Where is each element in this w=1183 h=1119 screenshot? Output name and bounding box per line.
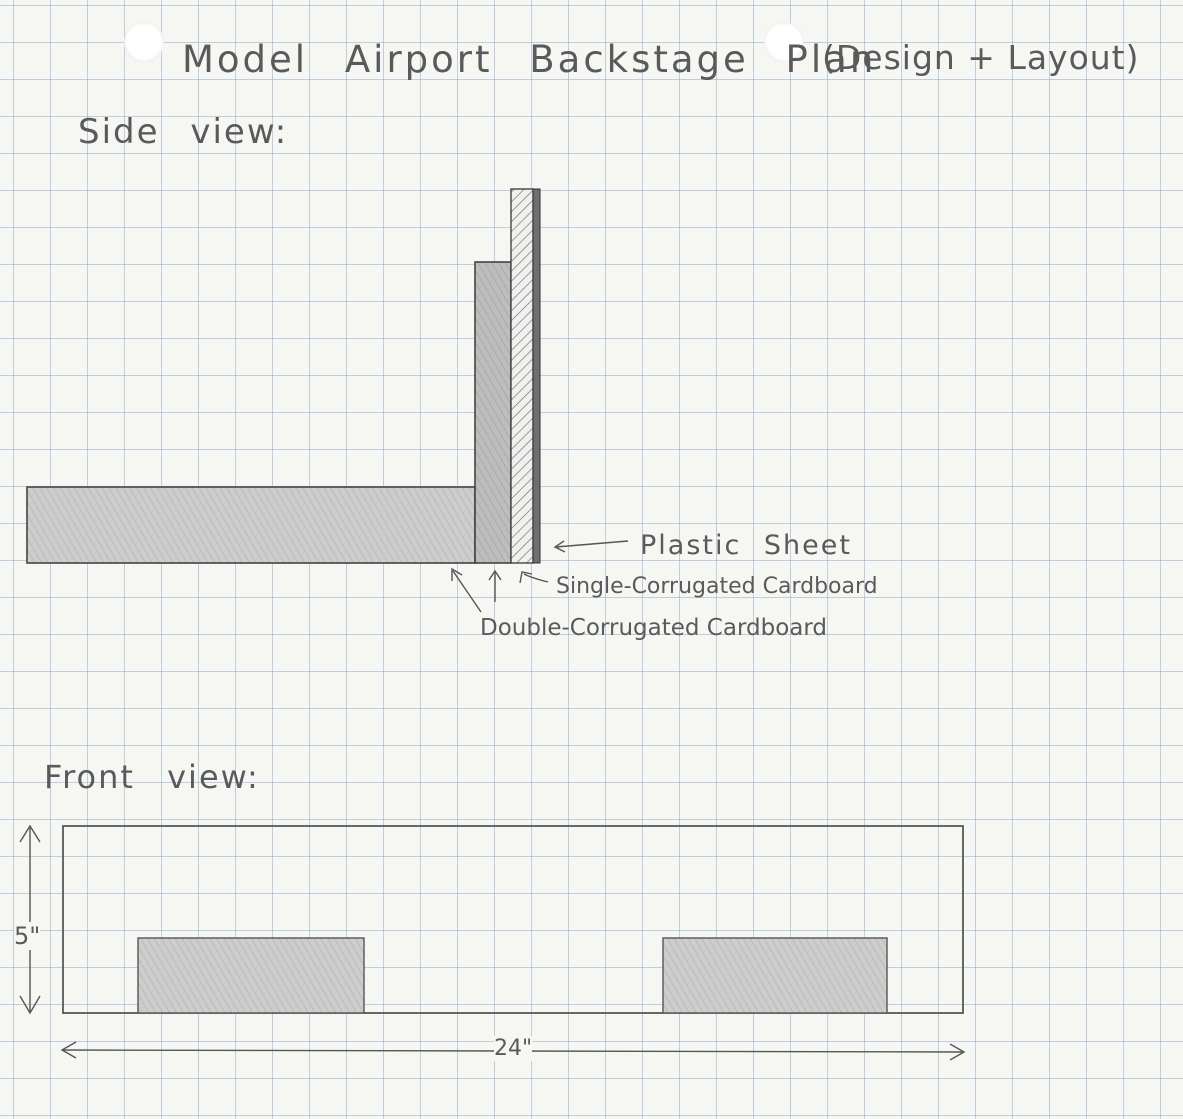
plastic-sheet-label: Plastic Sheet — [640, 530, 852, 561]
front-view-heading: Front view: — [44, 758, 260, 796]
single-arrow — [523, 573, 549, 583]
binder-hole-left-icon — [124, 22, 164, 62]
binder-hole-right-icon — [764, 22, 804, 62]
side-view-heading: Side view: — [78, 112, 289, 152]
plastic-arrow — [555, 540, 629, 548]
plastic-sheet-layer — [532, 188, 541, 564]
page-subtitle: (Design + Layout) — [822, 38, 1140, 77]
base-cardboard-slab — [26, 486, 476, 564]
double-arrow-left — [452, 570, 482, 613]
front-frame — [62, 825, 964, 1014]
page-title: Model Airport Backstage Plan — [182, 38, 877, 81]
single-corrugated-label: Single-Corrugated Cardboard — [556, 574, 878, 599]
front-opening-left — [137, 937, 365, 1014]
front-opening-right — [662, 937, 888, 1014]
double-corrugated-label: Double-Corrugated Cardboard — [480, 615, 828, 641]
height-dimension-label: 5" — [14, 922, 41, 950]
width-dimension-label: 24" — [494, 1036, 533, 1061]
